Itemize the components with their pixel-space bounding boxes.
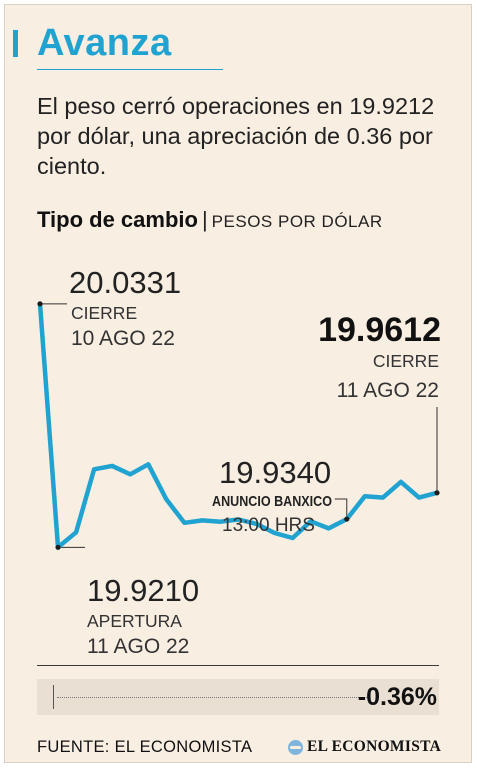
title-accent-bar <box>13 30 18 57</box>
title-underline <box>37 69 223 70</box>
page-title: Avanza <box>37 22 172 64</box>
annotation-banxico-time: 13:00 HRS <box>222 515 315 536</box>
change-percent-value: -0.36% <box>357 683 437 711</box>
bottom-divider <box>37 665 439 666</box>
chart-title: Tipo de cambio <box>37 207 198 232</box>
chart-units: PESOS POR DÓLAR <box>211 212 383 231</box>
annotation-closing-value: 19.9612 <box>318 311 441 349</box>
infographic-card: Avanza El peso cerró operaciones en 19.9… <box>4 4 472 763</box>
annotation-banxico-value: 19.9340 <box>219 455 331 490</box>
exchange-rate-line-chart: 20.0331 CIERRE 10 AGO 22 19.9210 APERTUR… <box>37 265 441 658</box>
annotated-point-2 <box>344 516 350 522</box>
annotation-closing-date: 11 AGO 22 <box>337 379 439 402</box>
globe-logo-icon <box>288 739 303 755</box>
chart-heading: Tipo de cambio | PESOS POR DÓLAR <box>37 202 457 241</box>
annotated-point-3 <box>434 490 440 496</box>
brand-name: EL ECONOMISTA <box>307 738 442 755</box>
annotation-opening-date: 11 AGO 22 <box>87 635 189 658</box>
annotated-point-1 <box>55 544 61 550</box>
change-bar-tick <box>53 685 54 709</box>
series-points <box>37 301 440 550</box>
brand-logo: EL ECONOMISTA <box>288 738 441 756</box>
source-credit: FUENTE: EL ECONOMISTA <box>37 738 253 756</box>
annotation-opening-value: 19.9210 <box>87 573 199 608</box>
annotation-open-close-value: 20.0331 <box>69 265 181 300</box>
annotation-closing-label: CIERRE <box>373 351 439 371</box>
series-line <box>37 301 440 550</box>
leader-line-2 <box>334 498 348 520</box>
chart-heading-separator: | <box>201 207 208 232</box>
summary-text: El peso cerró operaciones en 19.9212 por… <box>37 93 435 179</box>
annotation-opening-label: APERTURA <box>87 611 182 631</box>
annotation-banxico-label: ANUNCIO BANXICO <box>212 493 332 510</box>
annotated-point-0 <box>37 301 43 307</box>
change-summary-bar: -0.36% <box>37 679 439 715</box>
change-bar-dotted-line <box>57 697 367 698</box>
callout-leaders <box>40 303 438 548</box>
annotation-open-close-date: 10 AGO 22 <box>71 327 175 350</box>
annotation-open-close-label: CIERRE <box>71 303 137 323</box>
